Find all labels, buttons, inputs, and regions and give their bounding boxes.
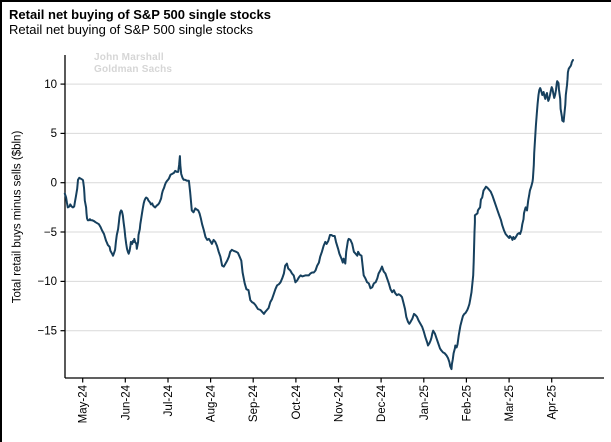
axes xyxy=(64,55,604,379)
svg-text:−15: −15 xyxy=(37,326,57,338)
svg-text:Aug-24: Aug-24 xyxy=(206,384,218,422)
svg-text:Apr-25: Apr-25 xyxy=(547,385,559,420)
svg-text:Dec-24: Dec-24 xyxy=(376,384,388,422)
svg-text:−10: −10 xyxy=(37,276,57,288)
svg-text:10: 10 xyxy=(44,79,57,91)
gridlines xyxy=(65,83,602,332)
svg-text:5: 5 xyxy=(51,128,57,140)
watermark-line-2: Goldman Sachs xyxy=(94,64,173,75)
svg-text:Feb-25: Feb-25 xyxy=(461,385,473,421)
svg-text:Jul-24: Jul-24 xyxy=(163,384,175,416)
y-tick-labels: −15 −10 −5 0 5 10 xyxy=(37,79,65,338)
svg-text:Sep-24: Sep-24 xyxy=(248,384,260,422)
svg-text:May-24: May-24 xyxy=(78,384,90,423)
title-block: Retail net buying of S&P 500 single stoc… xyxy=(9,7,271,37)
watermark: John Marshall Goldman Sachs xyxy=(94,52,172,76)
page-subtitle: Retail net buying of S&P 500 single stoc… xyxy=(9,22,254,37)
svg-text:−5: −5 xyxy=(44,227,57,239)
x-tick-labels: May-24 Jun-24 Jul-24 Aug-24 Sep-24 Oct-24 Nov-… xyxy=(78,378,559,423)
y-axis-title-wrap: Total retail buys minus sells ($bln) xyxy=(4,55,30,378)
svg-text:Nov-24: Nov-24 xyxy=(334,384,346,422)
svg-text:0: 0 xyxy=(51,178,57,190)
svg-text:Oct-24: Oct-24 xyxy=(291,384,303,419)
retail-net-buying-line xyxy=(63,59,574,371)
svg-text:Jan-25: Jan-25 xyxy=(419,385,431,420)
page-title: Retail net buying of S&P 500 single stoc… xyxy=(9,7,271,22)
watermark-line-1: John Marshall xyxy=(94,52,164,63)
svg-text:Mar-25: Mar-25 xyxy=(504,385,516,421)
svg-text:Jun-24: Jun-24 xyxy=(120,384,132,420)
y-axis-title: Total retail buys minus sells ($bln) xyxy=(11,130,24,303)
